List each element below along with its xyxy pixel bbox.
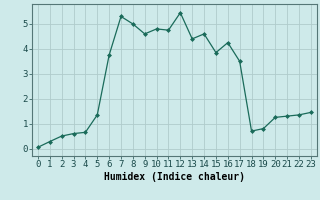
X-axis label: Humidex (Indice chaleur): Humidex (Indice chaleur) — [104, 172, 245, 182]
